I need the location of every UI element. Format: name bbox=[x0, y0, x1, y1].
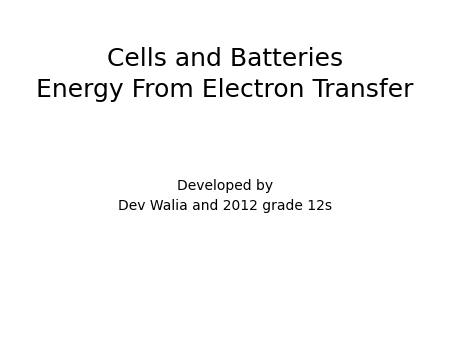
Text: Cells and Batteries
Energy From Electron Transfer: Cells and Batteries Energy From Electron… bbox=[36, 47, 414, 102]
Text: Developed by
Dev Walia and 2012 grade 12s: Developed by Dev Walia and 2012 grade 12… bbox=[118, 179, 332, 213]
